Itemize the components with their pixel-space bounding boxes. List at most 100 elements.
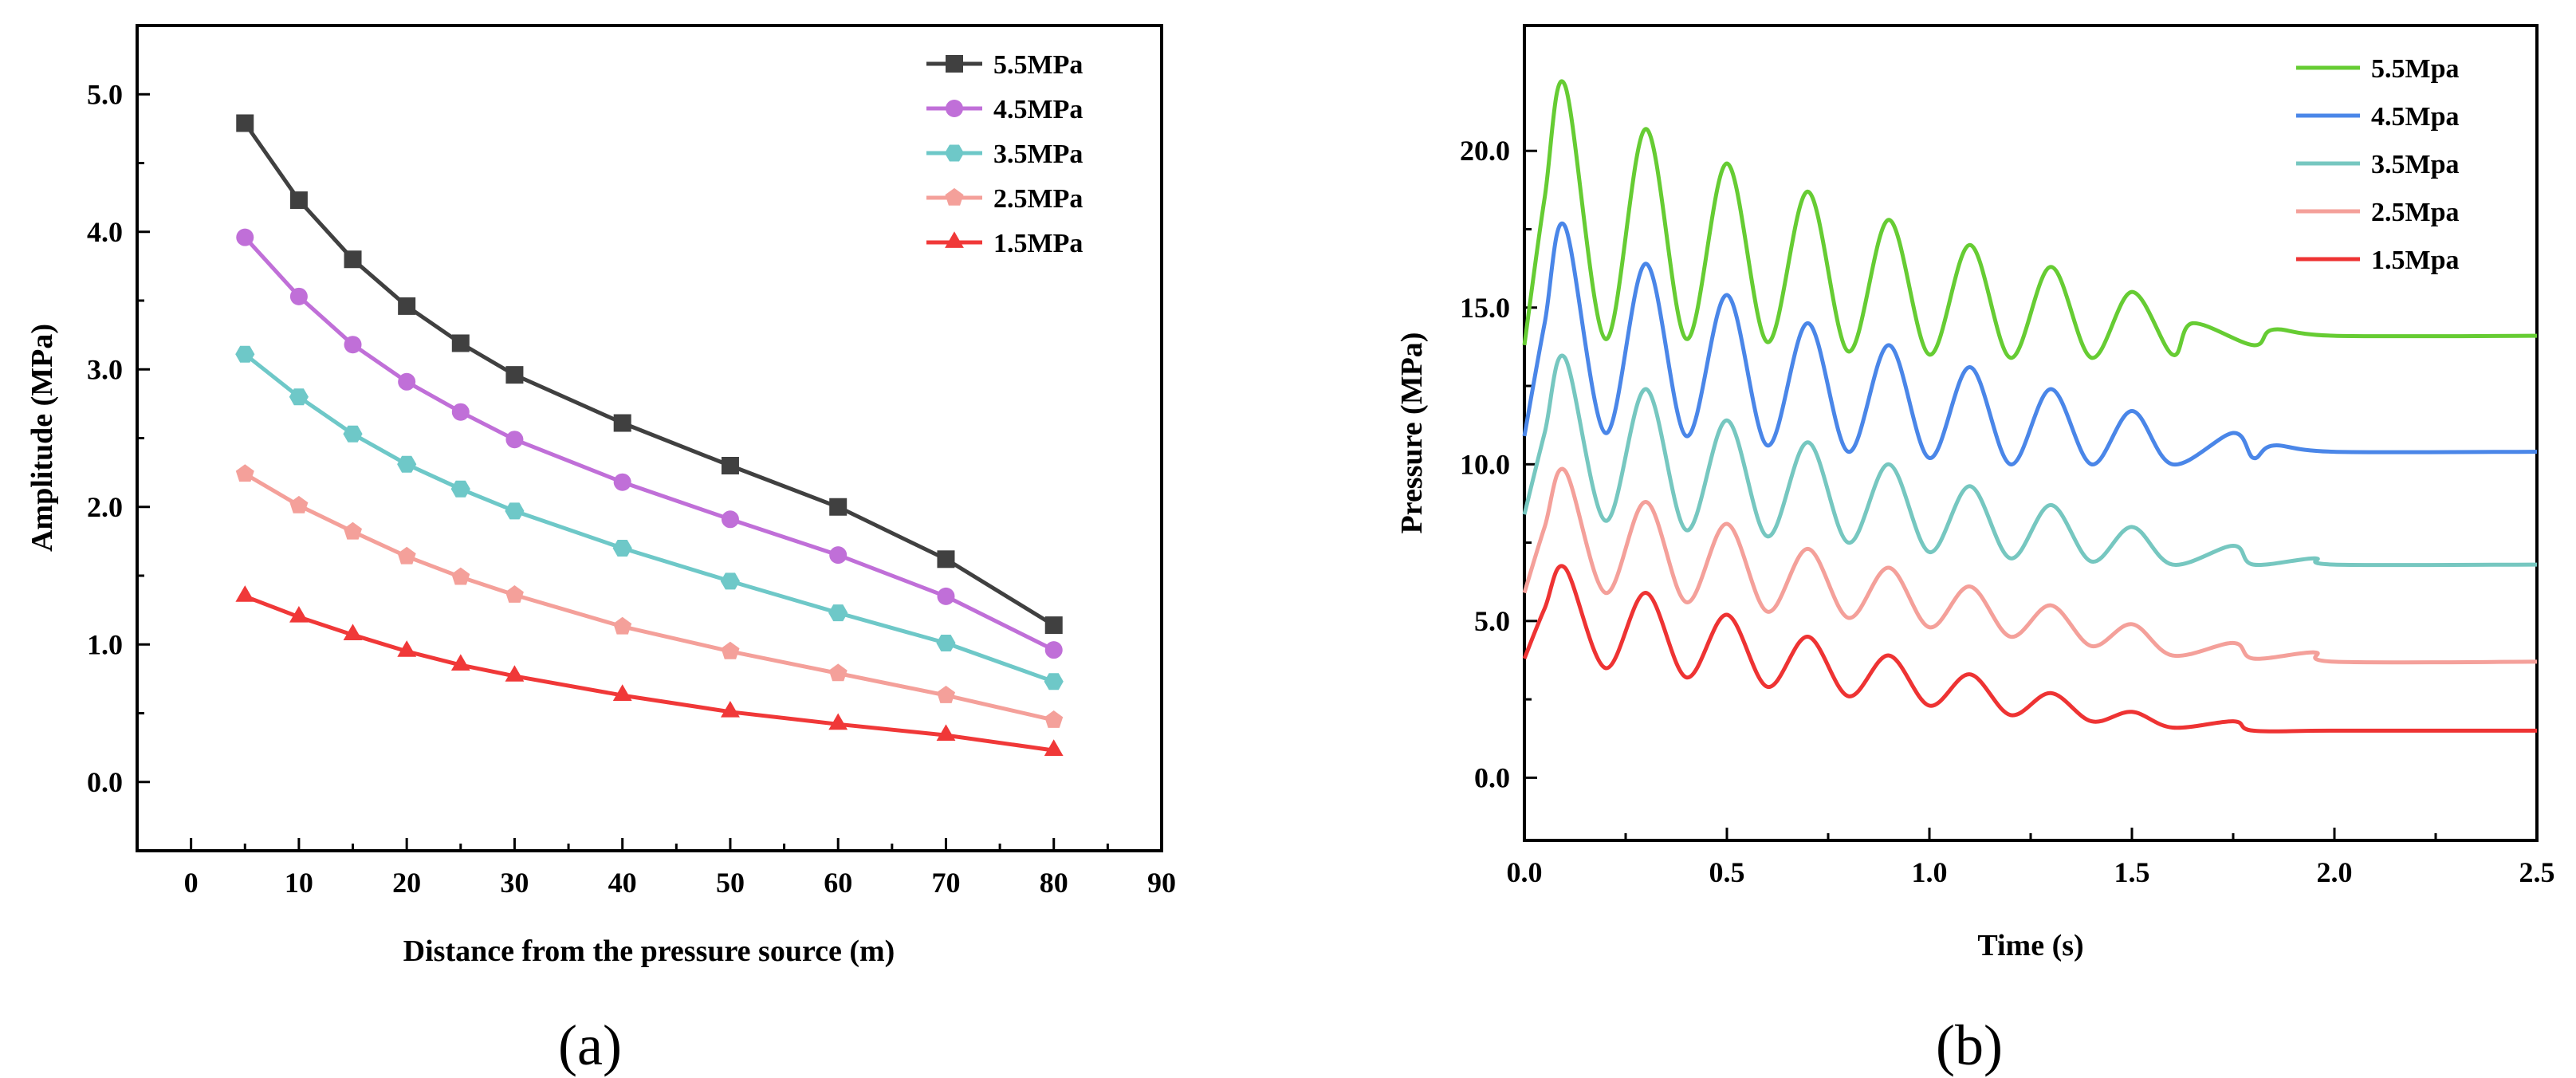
data-point-5-5mpa — [289, 191, 308, 210]
data-point-3-5mpa — [505, 502, 525, 520]
legend-entry-1-5mpa: 1.5MPa — [926, 229, 1083, 258]
data-point-2-5mpa — [613, 616, 632, 635]
panel-a-label: (a) — [558, 1013, 622, 1077]
data-point-3-5mpa — [1044, 673, 1064, 690]
data-point-1-5mpa — [450, 654, 470, 671]
legend-marker — [946, 55, 963, 73]
data-point-4-5mpa — [344, 336, 362, 354]
x-tick-label: 70 — [931, 867, 960, 899]
legend-entry-2-5mpa: 2.5Mpa — [2296, 198, 2460, 227]
series-5-5mpa — [1522, 79, 2538, 360]
legend-entry-5-5mpa: 5.5MPa — [926, 50, 1083, 80]
y-tick-label: 4.0 — [87, 216, 123, 248]
data-point-4-5mpa — [937, 587, 955, 605]
x-tick-label: 0.0 — [1507, 856, 1543, 888]
x-tick-label: 0.5 — [1709, 856, 1745, 888]
data-point-1-5mpa — [235, 585, 255, 602]
y-tick-label: 5.0 — [87, 78, 123, 110]
panel-b-legend: 5.5Mpa 4.5Mpa 3.5Mpa 2.5Mpa 1.5Mpa — [2296, 54, 2460, 275]
series-1-5mpa — [1522, 564, 2537, 734]
panel-b-pressure-chart: 0.0 0.5 1.0 1.5 2.0 2.5 0.0 5.0 10.0 15.0 20.0 5.5… — [1395, 24, 2555, 1077]
x-tick-label: 1.5 — [2114, 856, 2150, 888]
legend-label: 1.5Mpa — [2371, 246, 2460, 275]
data-point-4-5mpa — [505, 431, 524, 449]
data-point-5-5mpa — [505, 366, 524, 384]
x-tick-label: 2.0 — [2317, 856, 2353, 888]
series-5-5mpa — [236, 114, 1063, 635]
legend-marker — [946, 100, 963, 117]
x-tick-label: 60 — [824, 867, 852, 899]
x-tick-label: 80 — [1040, 867, 1068, 899]
legend-entry-5-5mpa: 5.5Mpa — [2296, 54, 2460, 84]
data-point-5-5mpa — [398, 297, 416, 315]
panel-b-axis-ticks: 0.0 0.5 1.0 1.5 2.0 2.5 0.0 5.0 10.0 15.0 20.0 — [1460, 135, 2555, 888]
x-tick-label: 30 — [500, 867, 529, 899]
data-point-3-5mpa — [720, 572, 740, 590]
panel-a-y-axis-title: Amplitude (MPa) — [26, 324, 59, 552]
panel-a-amplitude-chart: 0 10 20 30 40 50 60 70 80 90 0.0 1.0 2.0 3.0 4.0 5.0 5.… — [26, 24, 1176, 1077]
x-tick-label: 1.0 — [1912, 856, 1948, 888]
panel-b-series — [1522, 79, 2538, 734]
legend-label: 5.5MPa — [993, 50, 1083, 80]
legend-label: 4.5MPa — [993, 95, 1083, 124]
data-point-4-5mpa — [829, 546, 848, 565]
data-point-3-5mpa — [397, 455, 417, 473]
y-tick-label: 15.0 — [1460, 292, 1510, 324]
panel-a-x-axis-title: Distance from the pressure source (m) — [403, 934, 895, 968]
series-3-5mpa — [1522, 353, 2538, 568]
data-point-2-5mpa — [937, 686, 955, 703]
data-point-3-5mpa — [936, 635, 956, 651]
data-point-2-5mpa — [828, 663, 848, 682]
y-tick-label: 10.0 — [1460, 448, 1510, 480]
legend-entry-4-5mpa: 4.5MPa — [926, 95, 1083, 124]
series-line-4-5mpa — [1522, 222, 2538, 466]
data-point-2-5mpa — [451, 567, 470, 585]
series-4-5mpa — [236, 228, 1063, 659]
x-tick-label: 40 — [608, 867, 637, 899]
y-tick-label: 0.0 — [1474, 761, 1510, 793]
data-point-1-5mpa — [505, 665, 525, 682]
data-point-1-5mpa — [612, 684, 632, 701]
data-point-5-5mpa — [236, 114, 254, 132]
data-point-5-5mpa — [937, 550, 955, 569]
data-point-4-5mpa — [1044, 641, 1063, 659]
data-point-4-5mpa — [398, 372, 416, 391]
data-point-5-5mpa — [451, 334, 470, 352]
legend-label: 2.5MPa — [993, 184, 1083, 214]
x-tick-label: 10 — [285, 867, 313, 899]
y-tick-label: 1.0 — [87, 628, 123, 660]
data-point-5-5mpa — [829, 498, 848, 516]
legend-label: 4.5Mpa — [2371, 102, 2460, 132]
x-tick-label: 2.5 — [2519, 856, 2555, 888]
data-point-3-5mpa — [289, 388, 309, 406]
legend-label: 1.5MPa — [993, 229, 1083, 258]
data-point-3-5mpa — [343, 425, 363, 443]
legend-label: 2.5Mpa — [2371, 198, 2460, 227]
series-3-5mpa — [235, 345, 1064, 690]
series-4-5mpa — [1522, 222, 2538, 466]
panel-a-legend: 5.5MPa 4.5MPa 3.5MPa 2.5MPa 1.5MPa — [926, 50, 1083, 258]
data-point-2-5mpa — [235, 464, 254, 482]
data-point-2-5mpa — [1044, 710, 1064, 728]
data-point-5-5mpa — [721, 457, 739, 474]
data-point-4-5mpa — [289, 287, 308, 305]
data-point-2-5mpa — [344, 521, 362, 540]
data-point-4-5mpa — [236, 228, 254, 246]
x-tick-label: 90 — [1147, 867, 1176, 899]
x-tick-label: 20 — [392, 867, 421, 899]
legend-label: 3.5MPa — [993, 140, 1083, 169]
data-point-3-5mpa — [828, 604, 848, 622]
data-point-1-5mpa — [828, 713, 848, 730]
data-point-4-5mpa — [451, 403, 470, 421]
data-point-5-5mpa — [613, 414, 631, 432]
data-point-2-5mpa — [289, 495, 309, 513]
data-point-5-5mpa — [1044, 616, 1063, 635]
series-2-5mpa — [235, 464, 1064, 728]
data-point-1-5mpa — [1044, 739, 1064, 756]
data-point-1-5mpa — [289, 606, 309, 623]
x-tick-label: 0 — [184, 867, 199, 899]
data-point-2-5mpa — [721, 641, 740, 659]
y-tick-label: 20.0 — [1460, 135, 1510, 167]
series-2-5mpa — [1522, 466, 2538, 665]
